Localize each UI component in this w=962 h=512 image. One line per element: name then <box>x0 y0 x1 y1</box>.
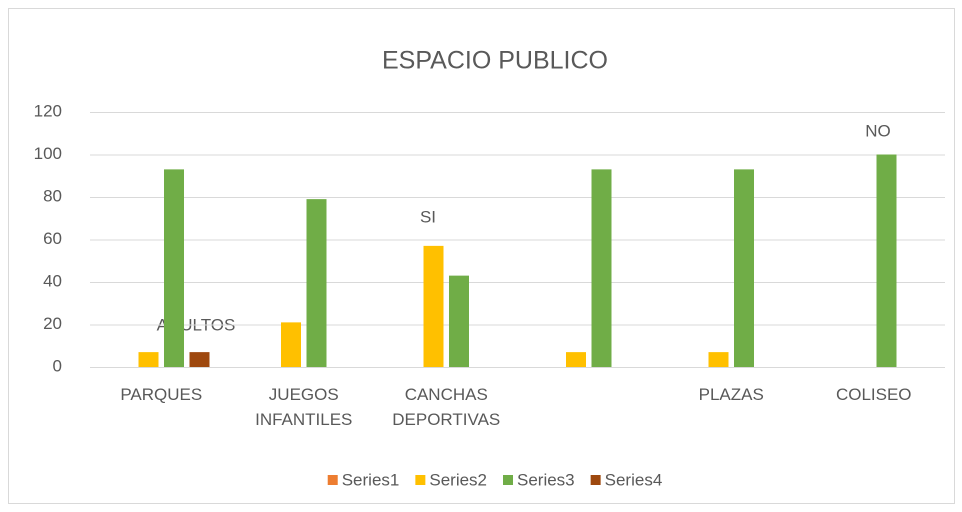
bar <box>566 352 586 367</box>
y-tick-label: 0 <box>53 356 62 375</box>
bar <box>876 154 897 367</box>
annotation: SI <box>420 207 436 226</box>
bar <box>734 169 754 367</box>
legend-label: Series2 <box>429 470 487 489</box>
x-tick-label: PLAZAS <box>699 385 764 404</box>
y-tick-label: 120 <box>34 101 62 120</box>
bar <box>708 352 729 367</box>
bar <box>449 275 469 367</box>
x-tick-label: CANCHAS DEPORTIVAS <box>392 385 500 429</box>
bar <box>189 352 210 367</box>
legend-swatch <box>503 475 513 485</box>
bar <box>591 169 612 367</box>
bar <box>281 322 301 367</box>
y-tick-label: 40 <box>43 271 62 290</box>
legend-swatch <box>590 475 601 485</box>
annotation: NO <box>865 121 891 140</box>
y-tick-label: 100 <box>34 144 62 163</box>
x-tick-label: PARQUES <box>120 385 202 404</box>
bar <box>164 169 184 367</box>
legend-swatch <box>327 475 338 485</box>
legend-label: Series4 <box>605 470 663 489</box>
bar <box>306 199 327 367</box>
legend-swatch <box>415 475 426 485</box>
legend-label: Series1 <box>342 470 400 489</box>
x-tick-label: COLISEO <box>836 385 912 404</box>
y-tick-label: 60 <box>43 229 62 248</box>
bar <box>138 352 159 367</box>
y-tick-label: 80 <box>43 186 62 205</box>
x-tick-label: JUEGOS INFANTILES <box>255 385 352 429</box>
y-tick-label: 20 <box>43 314 62 333</box>
legend-label: Series3 <box>517 470 575 489</box>
bar <box>423 245 444 367</box>
chart-title: ESPACIO PUBLICO <box>382 47 608 75</box>
